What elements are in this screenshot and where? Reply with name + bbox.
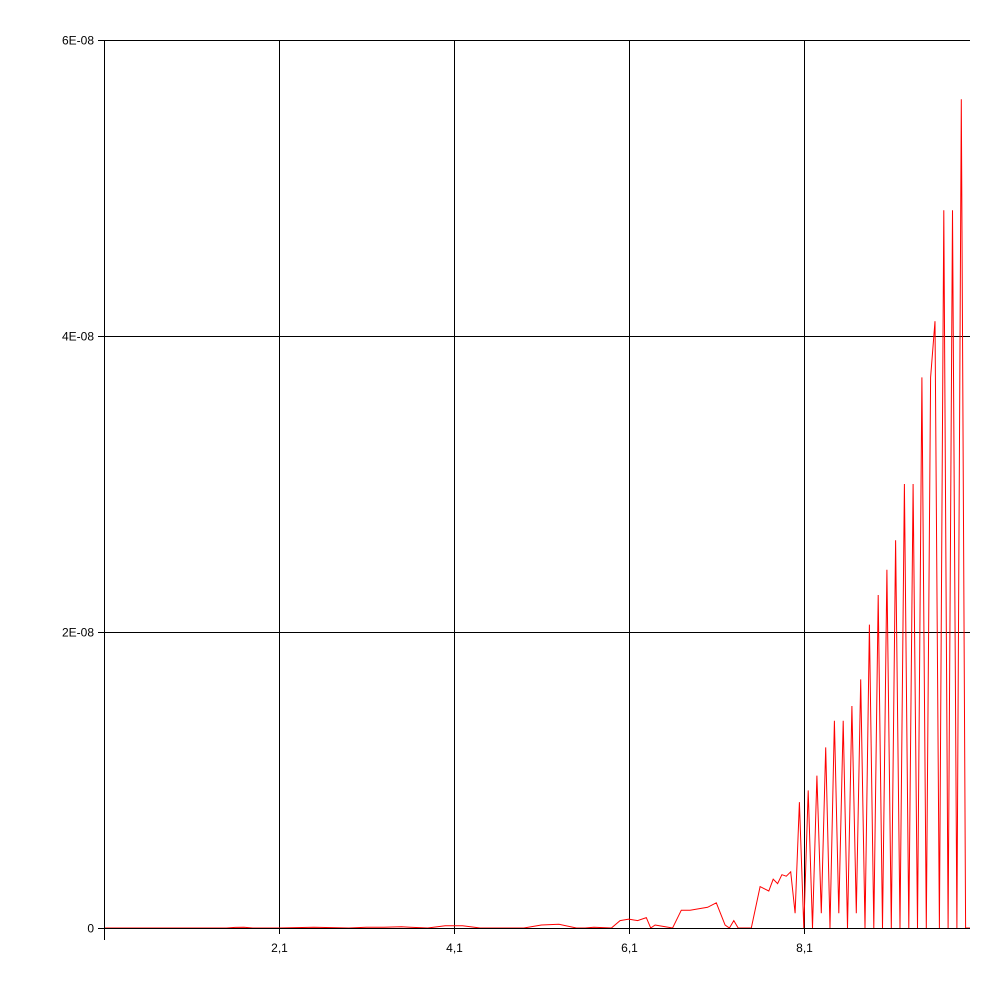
axes <box>98 40 970 940</box>
y-tick-label: 6E-08 <box>62 34 94 48</box>
y-tick-label: 4E-08 <box>62 330 94 344</box>
x-tick-label: 6,1 <box>621 941 638 955</box>
series-line-0 <box>104 99 970 929</box>
x-tick-label: 8,1 <box>796 941 813 955</box>
grid-lines <box>104 40 970 929</box>
x-tick-label: 2,1 <box>271 941 288 955</box>
x-tick-label: 4,1 <box>446 941 463 955</box>
y-tick-label: 2E-08 <box>62 626 94 640</box>
y-tick-label: 0 <box>87 922 94 936</box>
tick-labels: 0 2E-08 4E-08 6E-08 2,1 4,1 6,1 8,1 <box>62 34 813 956</box>
series-layer <box>104 99 970 929</box>
